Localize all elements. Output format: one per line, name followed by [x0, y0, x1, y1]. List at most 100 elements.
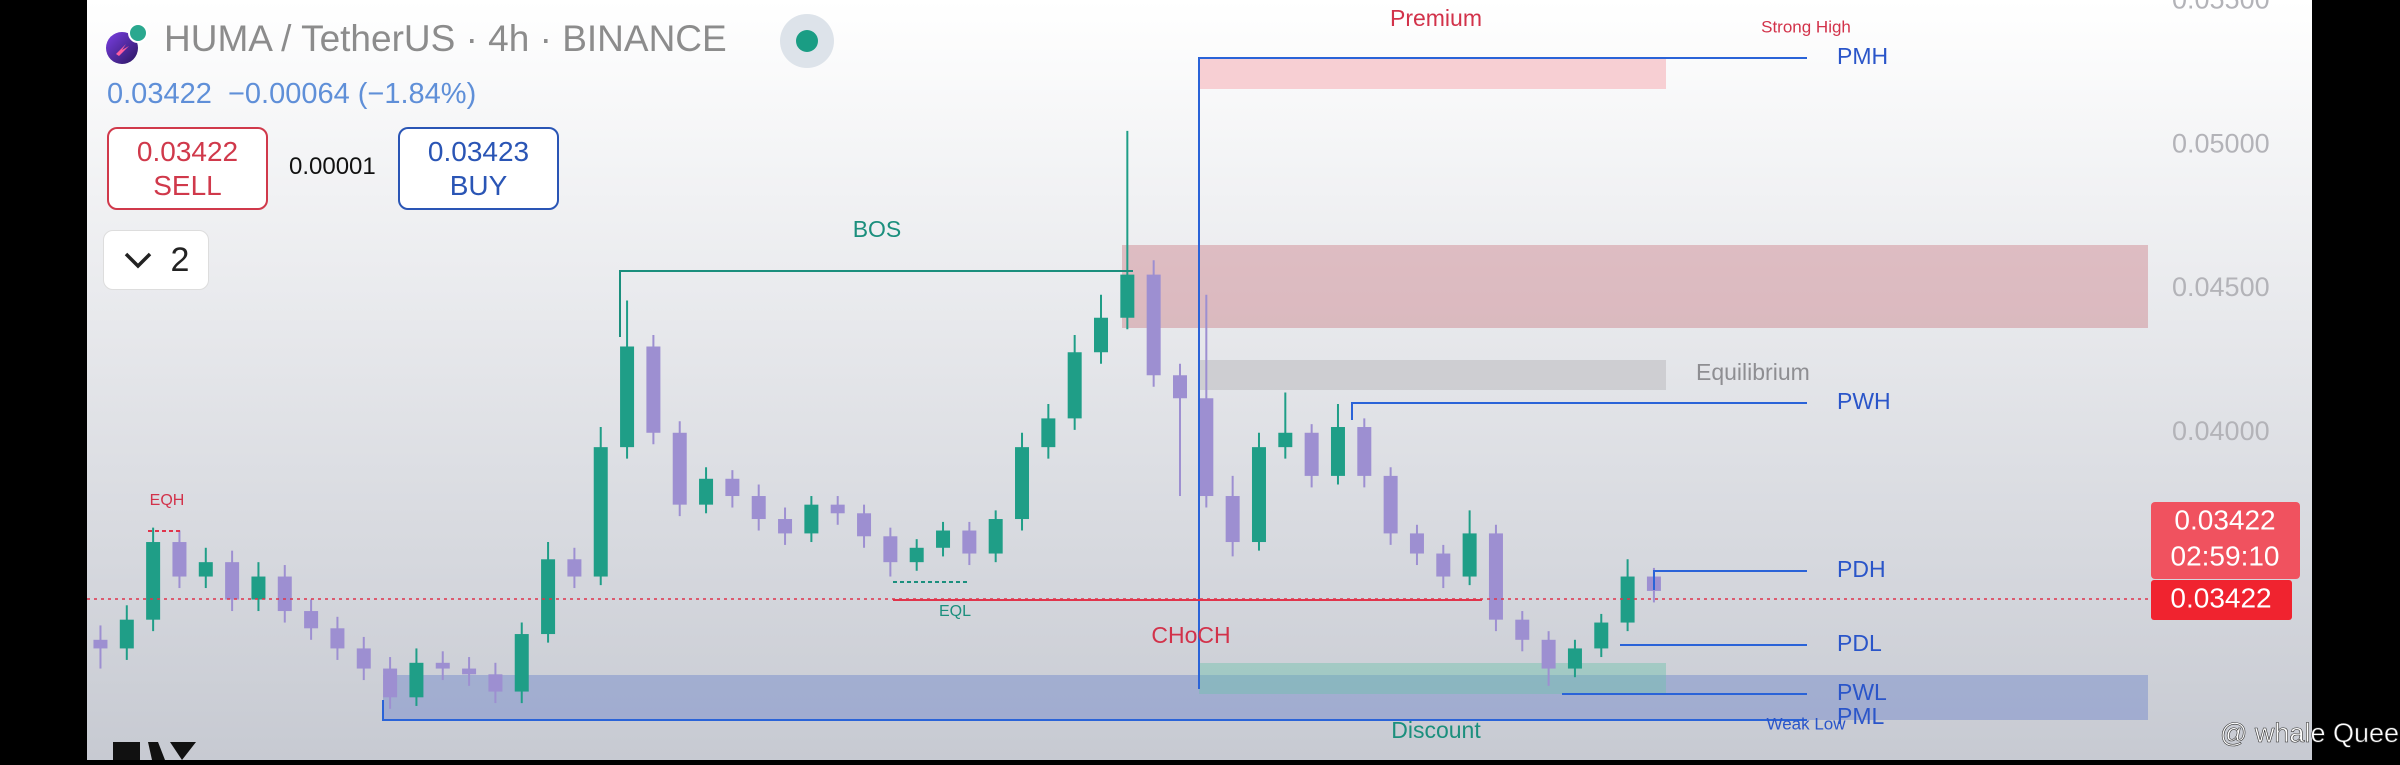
candle-body — [988, 519, 1003, 554]
candle-body — [119, 619, 134, 649]
price-change: −0.00064 (−1.84%) — [227, 78, 477, 110]
equilibrium-label: Equilibrium — [1696, 359, 1810, 385]
candle-body — [962, 530, 977, 554]
sell-button[interactable]: 0.03422 SELL — [107, 127, 268, 210]
candle-body — [1015, 447, 1030, 520]
candle-body — [1041, 418, 1056, 448]
candle-body — [1225, 496, 1240, 543]
price-tag-countdown: 02:59:10 — [2171, 540, 2280, 571]
buy-label: BUY — [449, 169, 508, 201]
candle-body — [1436, 553, 1451, 577]
sell-price: 0.03422 — [136, 135, 239, 167]
pml-line — [382, 700, 1807, 721]
candle-body — [225, 562, 240, 600]
candle-body — [1278, 432, 1293, 448]
indicator-toggle[interactable]: 2 — [103, 230, 209, 290]
candle-body — [1383, 475, 1398, 534]
y-axis: 0.05500 0.05000 0.04500 0.04000 — [2172, 0, 2270, 446]
last-price-tag — [2151, 580, 2292, 620]
y-tick-label: 0.05000 — [2172, 128, 2270, 158]
buy-button[interactable]: 0.03423 BUY — [398, 127, 559, 210]
eqh-label: EQH — [150, 492, 185, 509]
candle-body — [541, 559, 556, 635]
candle-body — [1094, 317, 1109, 353]
candle-body — [672, 432, 687, 505]
premium-zone — [1199, 58, 1666, 89]
symbol-logo-mark — [116, 44, 129, 56]
bos-label: BOS — [853, 216, 902, 242]
status-dot — [796, 30, 818, 52]
watermark: @ whale Queen — [2220, 718, 2400, 748]
eql-label: EQL — [939, 603, 971, 620]
candle-body — [620, 346, 635, 448]
candle-body — [1541, 639, 1556, 669]
candle-body — [435, 662, 450, 669]
buy-price: 0.03423 — [427, 135, 530, 167]
candle-body — [883, 536, 898, 563]
indicator-count: 2 — [170, 241, 190, 279]
candle-body — [1067, 352, 1082, 419]
candle-body — [1120, 274, 1135, 318]
candle-body — [857, 513, 872, 537]
tradingview-logo — [113, 742, 196, 760]
bos-line — [619, 270, 1133, 337]
sell-label: SELL — [153, 169, 222, 201]
last-price-value: 0.03422 — [2170, 582, 2271, 613]
candle-body — [330, 628, 345, 649]
candle-body — [462, 668, 477, 675]
price-tag-value: 0.03422 — [2174, 504, 2275, 535]
spread: 0.00001 — [289, 153, 376, 180]
candle-body — [830, 504, 845, 514]
candle-body — [93, 639, 108, 649]
chevron-icon — [124, 252, 151, 269]
pwh-label: PWH — [1837, 388, 1891, 414]
candle-body — [699, 478, 714, 505]
candle-body — [1146, 274, 1161, 376]
candle-body — [909, 547, 924, 563]
candle-body — [1488, 533, 1503, 620]
premium-label: Premium — [1390, 5, 1482, 31]
candle-body — [198, 562, 213, 577]
pdh-line — [1653, 570, 1807, 590]
candle-body — [778, 519, 793, 534]
candle-body — [488, 674, 503, 692]
candle-body — [1199, 398, 1214, 497]
pdl-label: PDL — [1837, 630, 1882, 656]
y-tick-label: 0.05500 — [2172, 0, 2270, 15]
candle-body — [751, 496, 766, 520]
candle-body — [646, 346, 661, 433]
pmh-label: PMH — [1837, 43, 1888, 69]
candle-body — [409, 662, 424, 698]
candle-body — [804, 504, 819, 534]
candles — [93, 130, 1661, 709]
candle-body — [146, 542, 161, 620]
last-price: 0.03422 — [107, 78, 212, 110]
pdh-label: PDH — [1837, 556, 1886, 582]
pwh-line — [1351, 402, 1807, 420]
candle-body — [383, 668, 398, 698]
choch-label: CHoCH — [1151, 622, 1230, 648]
price-tag — [2151, 502, 2300, 579]
candle-body — [1594, 622, 1609, 649]
candle-body — [1462, 533, 1477, 577]
strong-high-label: Strong High — [1761, 17, 1851, 36]
y-tick-label: 0.04000 — [2172, 416, 2270, 446]
exchange-logo — [128, 23, 148, 43]
candle-body — [356, 648, 371, 669]
candle-body — [514, 634, 529, 692]
candle-body — [1515, 619, 1530, 640]
pmh-line — [1198, 57, 1807, 689]
candle-body — [725, 478, 740, 497]
discount-label: Discount — [1391, 717, 1481, 743]
candle-body — [593, 447, 608, 577]
candle-body — [304, 611, 319, 629]
candle-body — [172, 542, 187, 577]
candle-body — [1409, 533, 1424, 554]
candle-body — [1357, 427, 1372, 476]
discount-zone — [1199, 663, 1666, 694]
pwl-label: PWL — [1837, 679, 1887, 705]
candle-body — [251, 576, 266, 600]
equilibrium-zone — [1199, 360, 1666, 390]
